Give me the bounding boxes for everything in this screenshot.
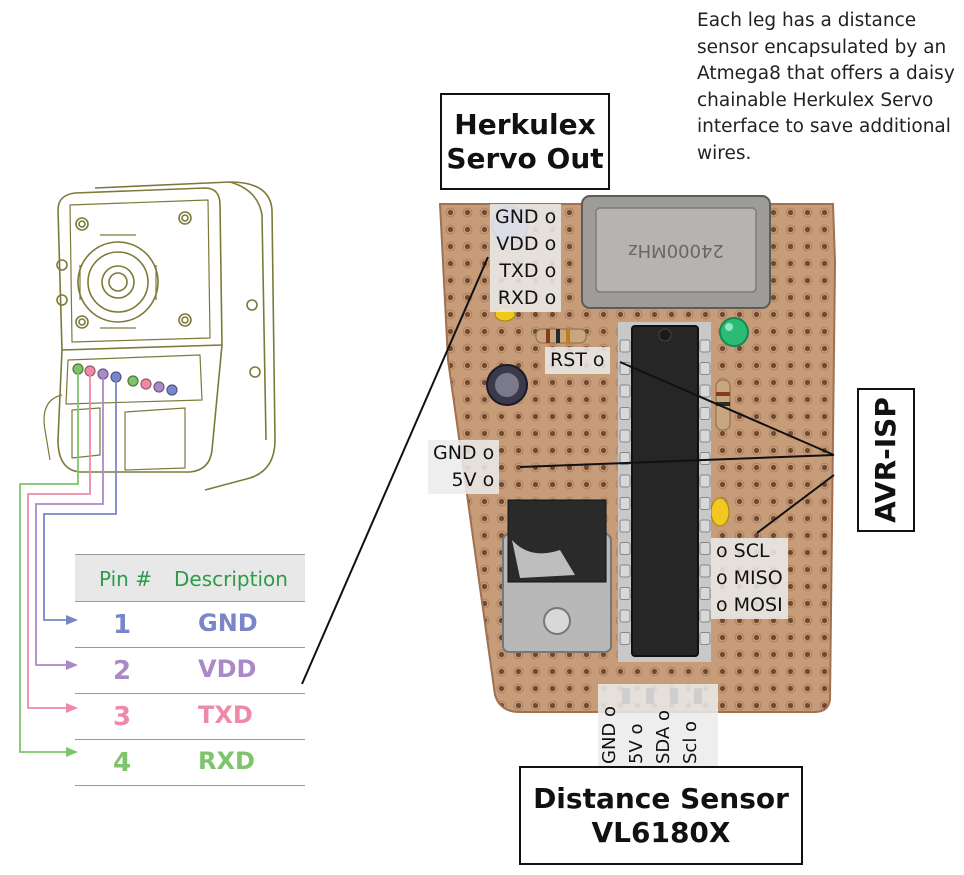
power-pin-gnd: GND o (428, 440, 500, 467)
connector-lines (301, 256, 835, 685)
herkulex-title-line1: Herkulex (454, 107, 596, 141)
servo-pin-vdd: VDD o (490, 231, 562, 258)
power-pin-labels: GND o 5V o (428, 440, 500, 494)
crystal-oscillator: 24000MHz (581, 195, 771, 309)
sensor-pin-sda: SDA o (653, 709, 674, 764)
pin-table-header: Pin # Description (75, 554, 305, 602)
table-row: 2 VDD (75, 648, 305, 694)
sensor-pin-5v: 5V o (626, 723, 647, 765)
chip-leg (619, 429, 631, 443)
avr-isp-label: AVR-ISP (869, 397, 903, 523)
voltage-regulator (502, 499, 612, 653)
pin-header: Pin # (99, 567, 152, 591)
pin-wires (19, 372, 117, 753)
wire-arrows (66, 615, 78, 757)
herkulex-title-line2: Servo Out (446, 141, 604, 175)
chip-leg (619, 632, 631, 645)
chip-leg (699, 452, 711, 465)
distance-sensor-box: Distance Sensor VL6180X (519, 766, 803, 865)
green-led (719, 317, 749, 347)
intro-text: Each leg has a distance sensor encapsula… (697, 10, 955, 164)
sensor-pin-labels-bg (598, 684, 718, 766)
chip-leg (619, 519, 631, 533)
pin-description: TXD (198, 701, 253, 729)
chip-leg (699, 632, 711, 645)
chip-leg (619, 474, 631, 488)
pin-number: 3 (113, 702, 132, 732)
chip-leg (619, 587, 631, 600)
chip-leg (699, 542, 711, 555)
distance-title-line1: Distance Sensor (533, 781, 789, 815)
pin-description: VDD (198, 655, 257, 683)
chip-leg (699, 407, 711, 420)
isp-pin-scl: o SCL (711, 538, 788, 565)
rst-pin-label: RST o (545, 347, 610, 374)
chip-leg (619, 339, 631, 353)
chip-leg (619, 407, 631, 420)
yellow-capacitor (710, 497, 730, 527)
pin-description: GND (198, 609, 258, 637)
servo-pin-rxd: RXD o (490, 285, 562, 312)
chip-leg (699, 474, 711, 488)
chip-leg (619, 542, 631, 555)
chip-leg (619, 497, 631, 510)
chip-leg (619, 564, 631, 578)
pin-number: 4 (113, 748, 132, 778)
sensor-pin-gnd: GND o (599, 705, 620, 764)
pin-number: 2 (113, 656, 132, 686)
chip-leg (699, 564, 711, 578)
atmega8-chip (618, 322, 711, 662)
chip-leg (699, 384, 711, 398)
chip-leg (699, 587, 711, 600)
chip-leg (619, 384, 631, 398)
chip-leg (699, 362, 711, 375)
description-header: Description (174, 567, 288, 591)
chip-leg (699, 609, 711, 623)
pin-number: 1 (113, 610, 132, 640)
servo-pin-gnd: GND o (490, 204, 562, 231)
pin-table: Pin # Description 1 GND 2 VDD 3 TXD 4 RX… (75, 554, 305, 786)
isp-pin-labels: o SCL o MISO o MOSI (711, 538, 788, 619)
chip-leg (699, 519, 711, 533)
power-pin-5v: 5V o (428, 467, 500, 494)
pin-description: RXD (198, 747, 255, 775)
chip-leg (619, 609, 631, 623)
chip-leg (699, 429, 711, 443)
isp-pin-miso: o MISO (711, 565, 788, 592)
resistors (535, 328, 731, 431)
distance-title-line2: VL6180X (591, 815, 731, 849)
svg-text:24000MHz: 24000MHz (628, 240, 724, 261)
chip-leg (699, 497, 711, 510)
table-row: 3 TXD (75, 694, 305, 740)
table-row: 4 RXD (75, 740, 305, 786)
sensor-pin-scl: Scl o (680, 720, 701, 764)
servo-pin-labels: GND o VDD o TXD o RXD o (490, 204, 562, 312)
chip-leg (619, 452, 631, 465)
herkulex-servo-out-box: Herkulex Servo Out (440, 93, 610, 190)
table-row: 1 GND (75, 602, 305, 648)
avr-isp-box: AVR-ISP (857, 388, 915, 532)
servo-pin-txd: TXD o (490, 258, 562, 285)
servo-connector (72, 363, 178, 396)
isp-pin-mosi: o MOSI (711, 592, 788, 619)
chip-leg (699, 339, 711, 353)
